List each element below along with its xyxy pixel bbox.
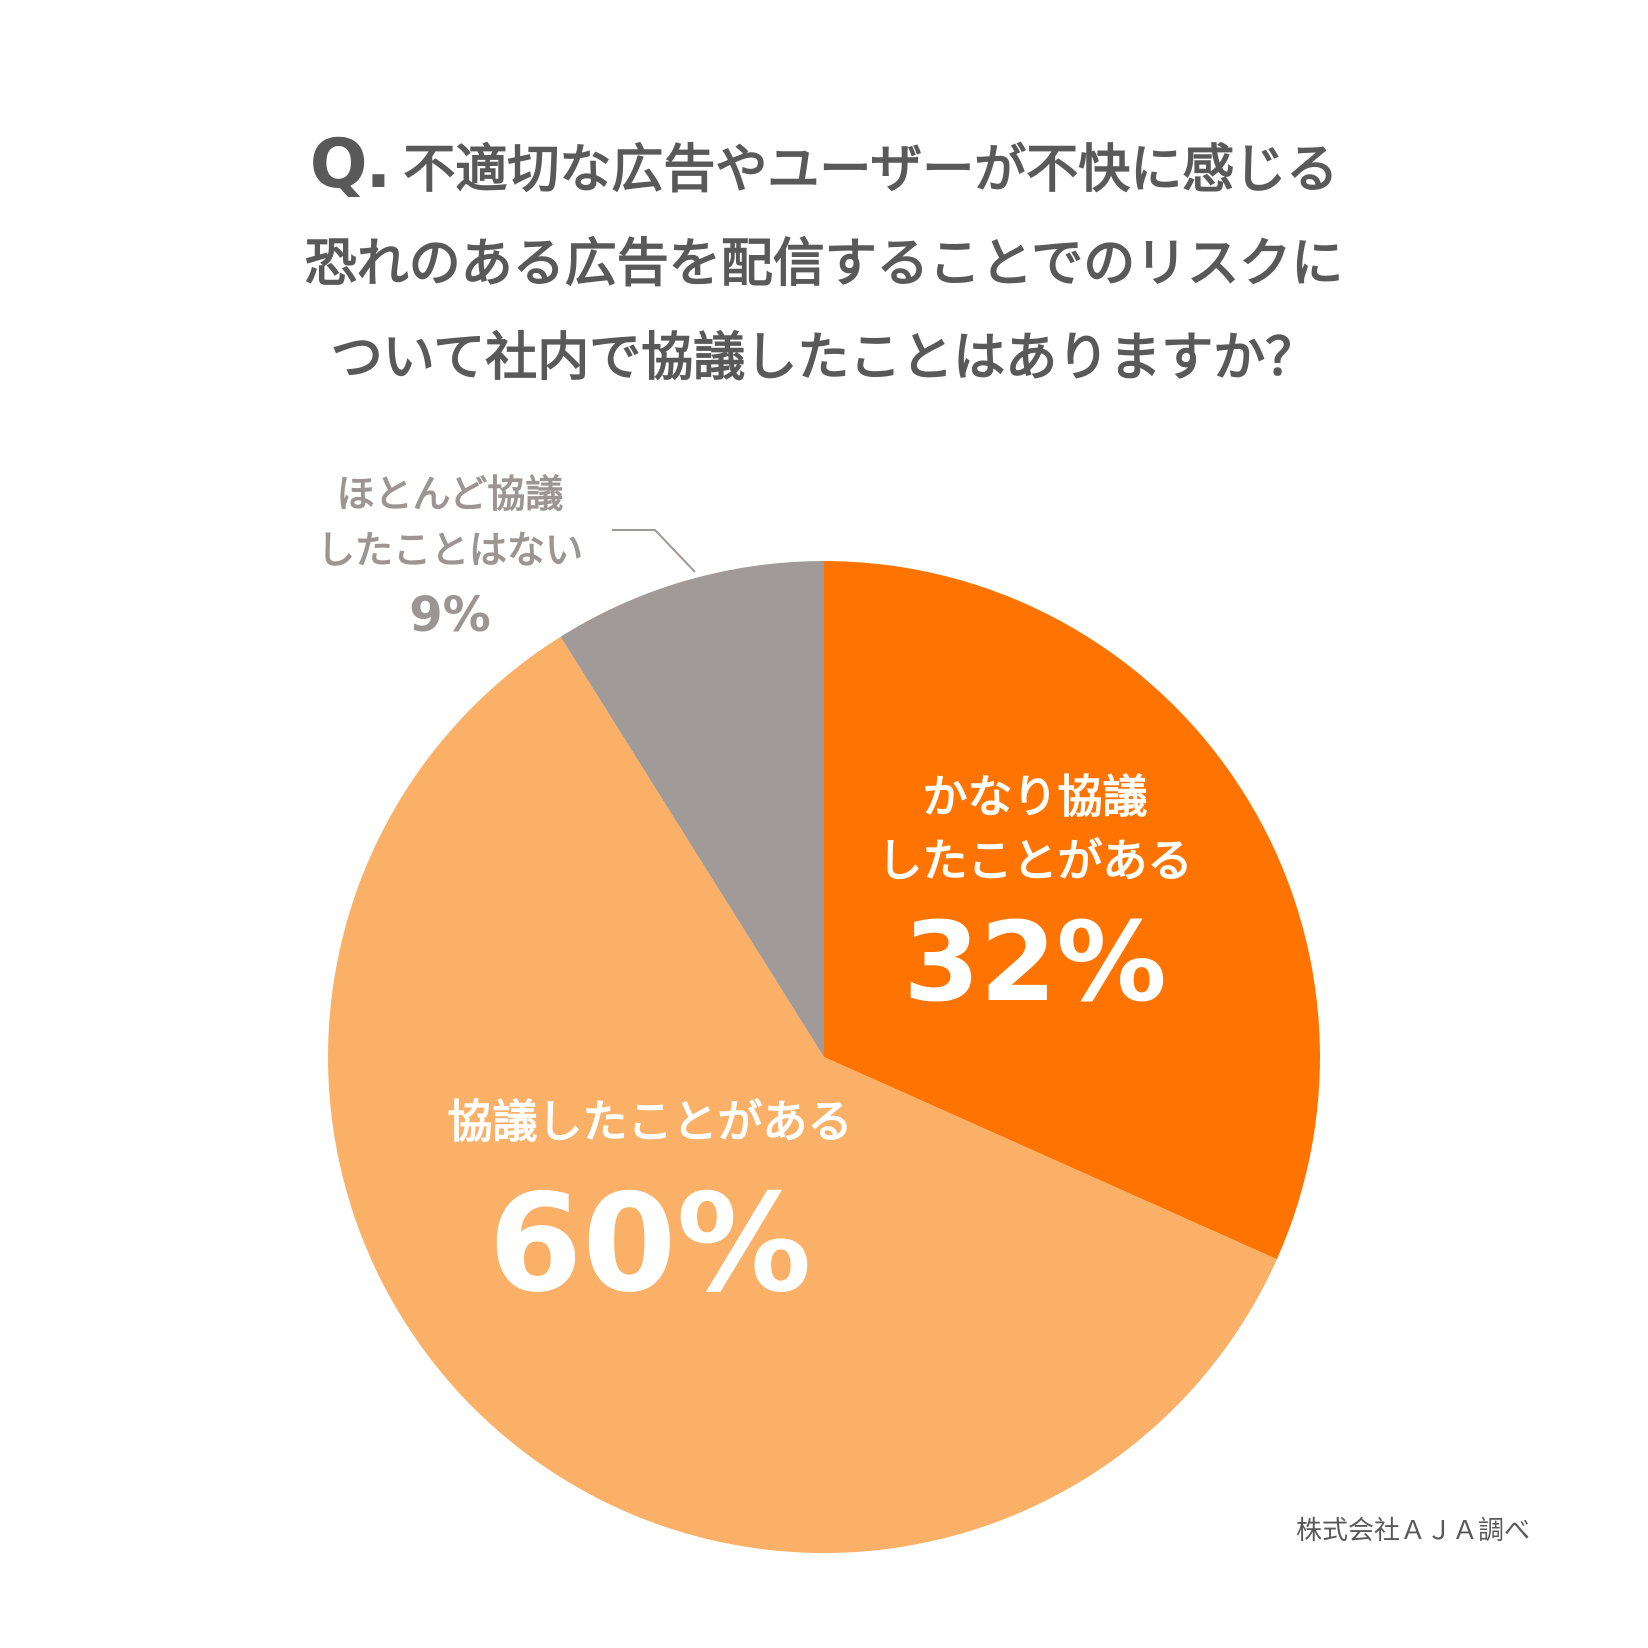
slice-label-discussed: 協議したことがある 60%: [360, 1090, 940, 1324]
chart-title: Q. 不適切な広告やユーザーが不快に感じる 恐れのある広告を配信することでのリスク…: [0, 118, 1648, 405]
pie-slice-discussed-much: [824, 561, 1320, 1260]
leader-line: [612, 529, 696, 573]
slice-label-line: したことがある: [877, 834, 1193, 887]
title-line-3: ついて社内で協議したことはありますか？: [330, 328, 1318, 388]
slice-value-label: 9%: [409, 587, 491, 643]
slice-value-label: 60%: [488, 1165, 812, 1322]
slice-label-line: したことはない: [316, 528, 583, 572]
pie-slice-discussed: [327, 636, 1277, 1554]
title-text-1: 不適切な広告やユーザーが不快に感じる: [403, 140, 1339, 200]
slice-label-line: かなり協議: [922, 770, 1148, 823]
title-line-1: Q. 不適切な広告やユーザーが不快に感じる: [0, 118, 1648, 217]
slice-label-hardly-discussed: ほとんど協議 したことはない 9%: [300, 466, 600, 648]
question-prefix: Q.: [309, 125, 392, 204]
pie-slice-hardly-discussed: [560, 561, 824, 1057]
source-note: 株式会社ＡＪＡ調べ: [1295, 1516, 1530, 1546]
slice-label-discussed-much: かなり協議 したことがある 32%: [835, 765, 1235, 1027]
title-line-2: 恐れのある広告を配信することでのリスクに: [304, 234, 1344, 294]
slice-label-line: 協議したことがある: [447, 1095, 853, 1148]
slice-label-line: ほとんど協議: [336, 472, 564, 516]
pie-slices: [327, 561, 1320, 1554]
slice-value-label: 32%: [903, 898, 1167, 1026]
